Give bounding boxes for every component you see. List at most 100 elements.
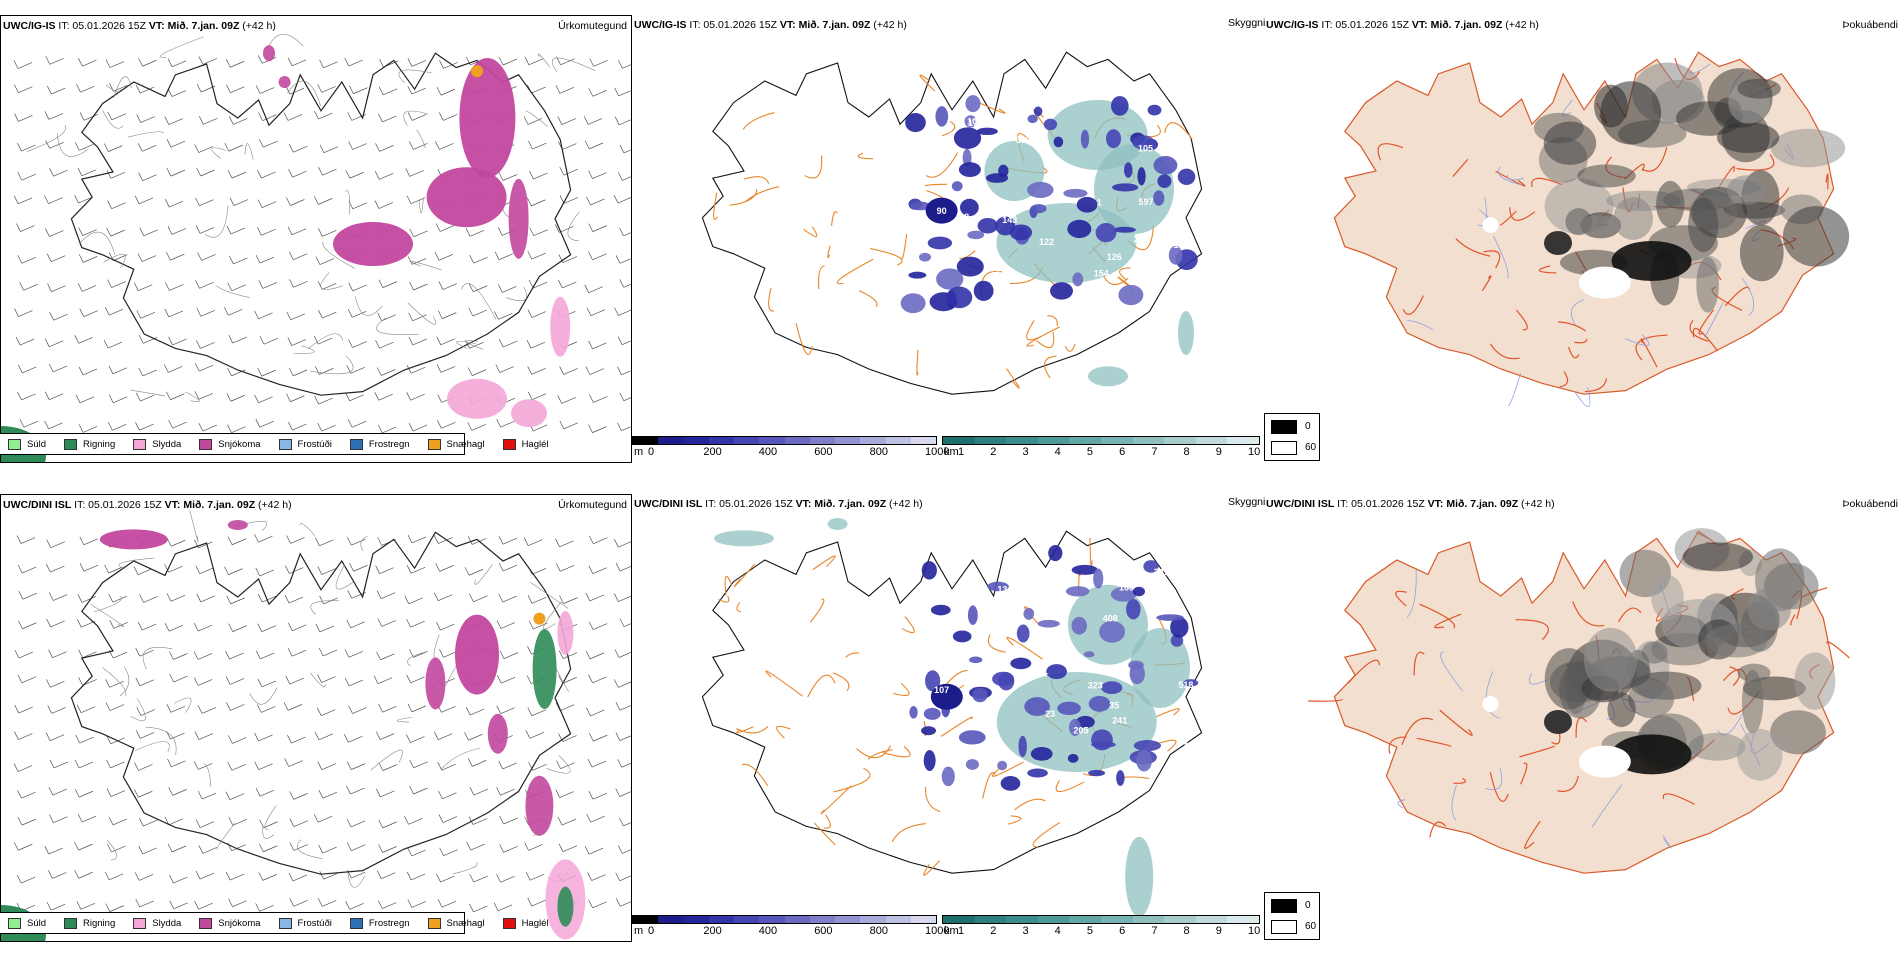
wind-barb (494, 311, 513, 320)
wind-barb (464, 732, 483, 741)
wind-barb (496, 418, 515, 428)
ceiling-area (921, 726, 936, 736)
wind-barb (74, 841, 93, 851)
river (1507, 174, 1524, 181)
road-segment (1689, 320, 1709, 342)
snow-area (263, 45, 275, 62)
wind-barb (227, 842, 246, 852)
visibility-colorbar-2: km 1 2 3 4 5 6 7 8 9 10 (942, 915, 1260, 955)
road-segment (745, 186, 780, 202)
wind-barb (105, 59, 125, 68)
ceiling-area (1057, 701, 1081, 716)
wind-barb (255, 903, 274, 912)
rain-area (557, 886, 574, 927)
wind-barb (619, 817, 631, 827)
ceiling-area (1065, 586, 1090, 597)
wind-barb (349, 563, 368, 572)
wind-barb (258, 872, 277, 881)
legend-item: Snjókoma (199, 917, 261, 929)
colorbar-swatch (633, 916, 659, 923)
ceiling-area (930, 683, 963, 710)
wind-barb (344, 677, 364, 687)
road-segment (867, 749, 893, 760)
road-line (135, 741, 170, 752)
ceiling-value-label: 205 (1073, 725, 1088, 735)
wind-barb (347, 419, 367, 428)
legend-label: Frostregn (368, 917, 410, 929)
wind-barb (348, 705, 367, 714)
ceiling-area (1037, 619, 1060, 628)
wind-barb (288, 872, 308, 882)
ceiling-area (1132, 586, 1146, 597)
ceiling-area (956, 256, 984, 277)
wind-barb (74, 194, 93, 204)
fog-panel-2: UWC/DINI ISL IT: 05.01.2026 15Z VT: Mið.… (1264, 494, 1900, 942)
legend-swatch (349, 438, 363, 450)
wind-barb (438, 281, 458, 290)
wind-barb (78, 424, 98, 433)
legend-label: Snjókoma (218, 917, 261, 929)
wind-barb (228, 735, 247, 744)
wind-barb (164, 564, 183, 573)
ceiling-value-label: 166 (1119, 583, 1134, 593)
wind-barb (193, 651, 213, 660)
wind-barb (439, 60, 458, 69)
colorbar-tick: 2 (990, 925, 997, 937)
wind-barb (344, 649, 364, 658)
river (1406, 569, 1417, 618)
road-segment (1736, 154, 1775, 171)
legend-label: Slydda (152, 917, 182, 929)
wind-barb (103, 339, 123, 349)
legend-swatch (427, 438, 441, 450)
wind-barb (256, 650, 275, 660)
road-segment (742, 112, 775, 130)
wind-barb (226, 702, 245, 711)
road-line (310, 600, 340, 615)
wind-barb (588, 88, 607, 97)
wind-barb (314, 395, 333, 405)
ceiling-value-label: 35 (1109, 700, 1119, 710)
wind-barb (585, 366, 605, 375)
wind-barb (194, 144, 213, 153)
snow-area (508, 178, 529, 259)
ceiling-area (1112, 183, 1139, 192)
wind-barb (374, 171, 394, 180)
wind-barb (104, 871, 124, 881)
colorbar-swatch (835, 916, 861, 923)
wind-barb (225, 650, 244, 660)
wind-barb (588, 340, 607, 350)
iceland-coastline (70, 531, 572, 875)
wind-barb (287, 226, 307, 236)
wind-barb (169, 651, 188, 660)
wind-barb (259, 843, 278, 853)
road-segment (891, 823, 926, 843)
wind-barb (288, 421, 307, 431)
ceiling-value-label: 332 (1016, 135, 1031, 145)
colorbar-swatch (1069, 437, 1101, 444)
wind-barb (436, 364, 456, 373)
fog-index-area (1770, 128, 1846, 168)
fog-index-area (1611, 241, 1692, 281)
wind-barb (198, 422, 218, 432)
road-segment (1402, 295, 1424, 315)
wind-barb (409, 228, 428, 238)
wind-barb (257, 678, 277, 688)
wind-barb (406, 392, 425, 401)
road-segment (1008, 815, 1022, 825)
fog-title-2: Þokuábendi (1842, 498, 1898, 510)
wind-barb (134, 195, 154, 205)
wind-barb (618, 60, 631, 69)
colorbar-tick: 1000 (925, 925, 950, 937)
wind-barb (555, 563, 575, 572)
road-segment (1481, 275, 1492, 292)
wind-barb (346, 761, 366, 770)
wind-barb (135, 898, 154, 908)
wind-barb (198, 845, 217, 854)
wind-barb (135, 422, 154, 431)
fog-index-area (1544, 648, 1594, 710)
road-segment (776, 725, 791, 739)
fog-index-area (1651, 575, 1684, 621)
wind-barb (498, 760, 517, 770)
wind-barb (195, 819, 215, 828)
ceiling-area (1027, 768, 1048, 778)
